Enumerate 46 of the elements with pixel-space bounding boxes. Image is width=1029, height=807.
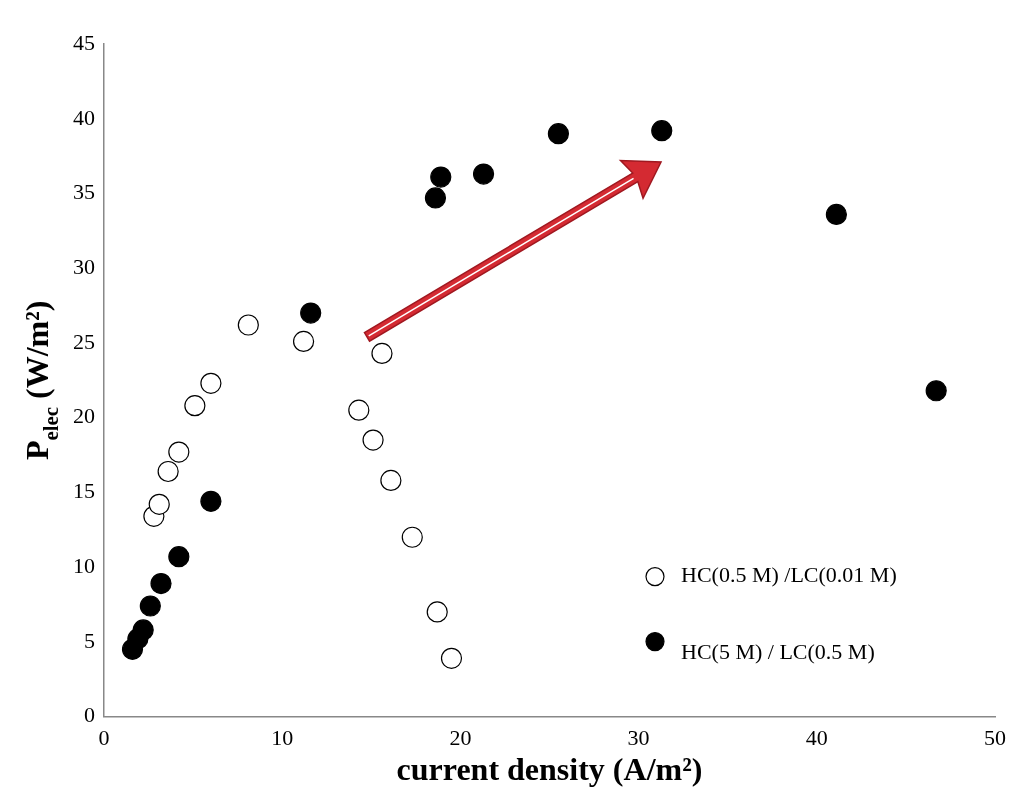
y-tick-label: 5	[84, 627, 95, 653]
point	[371, 342, 393, 364]
point	[547, 123, 570, 145]
point	[168, 546, 190, 568]
y-tick-label: 15	[73, 478, 95, 504]
point	[380, 469, 402, 492]
point	[148, 493, 170, 515]
legend-label: HC(0.5 M) /LC(0.01 M)	[681, 562, 897, 588]
point	[139, 595, 161, 617]
y-tick-label: 35	[73, 179, 95, 205]
point	[132, 619, 154, 641]
x-tick-label: 40	[805, 724, 828, 750]
x-tick-label: 30	[627, 724, 650, 750]
y-tick-label: 20	[73, 403, 95, 429]
point	[150, 572, 172, 595]
point	[200, 372, 222, 394]
x-tick-label: 10	[271, 724, 294, 750]
point	[424, 187, 447, 209]
point	[184, 395, 206, 417]
y-tick-label: 25	[73, 328, 95, 354]
y-axis-title: Pelec (W/m²)	[19, 300, 62, 461]
y-tick-label: 45	[73, 29, 95, 55]
x-tick-label: 50	[984, 724, 1006, 750]
legend-label: HC(5 M) / LC(0.5 M)	[681, 639, 875, 665]
point	[348, 399, 370, 421]
point	[237, 314, 259, 336]
point	[426, 601, 448, 623]
y-tick-label: 30	[73, 253, 95, 279]
point	[651, 120, 673, 142]
x-tick-label: 20	[449, 724, 472, 750]
y-tick-label: 0	[84, 702, 95, 728]
y-tick-label: 10	[73, 552, 95, 578]
point	[430, 166, 452, 188]
point	[168, 441, 190, 463]
point	[925, 380, 947, 402]
point	[401, 526, 423, 548]
point	[362, 429, 384, 451]
point	[157, 460, 179, 483]
x-axis-title: current density (A/m²)	[396, 751, 703, 787]
y-tick-label: 40	[73, 104, 95, 130]
point	[200, 490, 222, 512]
point	[300, 302, 322, 324]
point	[440, 647, 463, 669]
point	[292, 330, 315, 353]
point	[825, 203, 847, 225]
point	[472, 163, 495, 185]
